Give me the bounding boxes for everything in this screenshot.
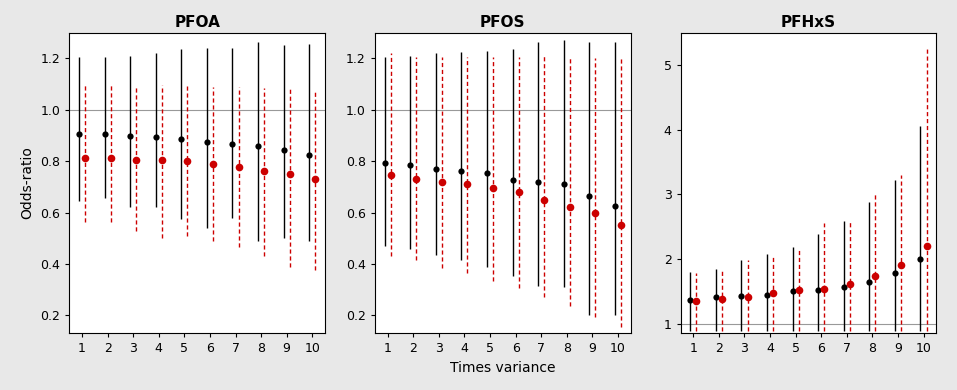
Title: PFOA: PFOA xyxy=(174,15,220,30)
Title: PFOS: PFOS xyxy=(480,15,525,30)
Title: PFHxS: PFHxS xyxy=(781,15,836,30)
Y-axis label: Odds-ratio: Odds-ratio xyxy=(21,147,34,220)
X-axis label: Times variance: Times variance xyxy=(450,361,556,375)
